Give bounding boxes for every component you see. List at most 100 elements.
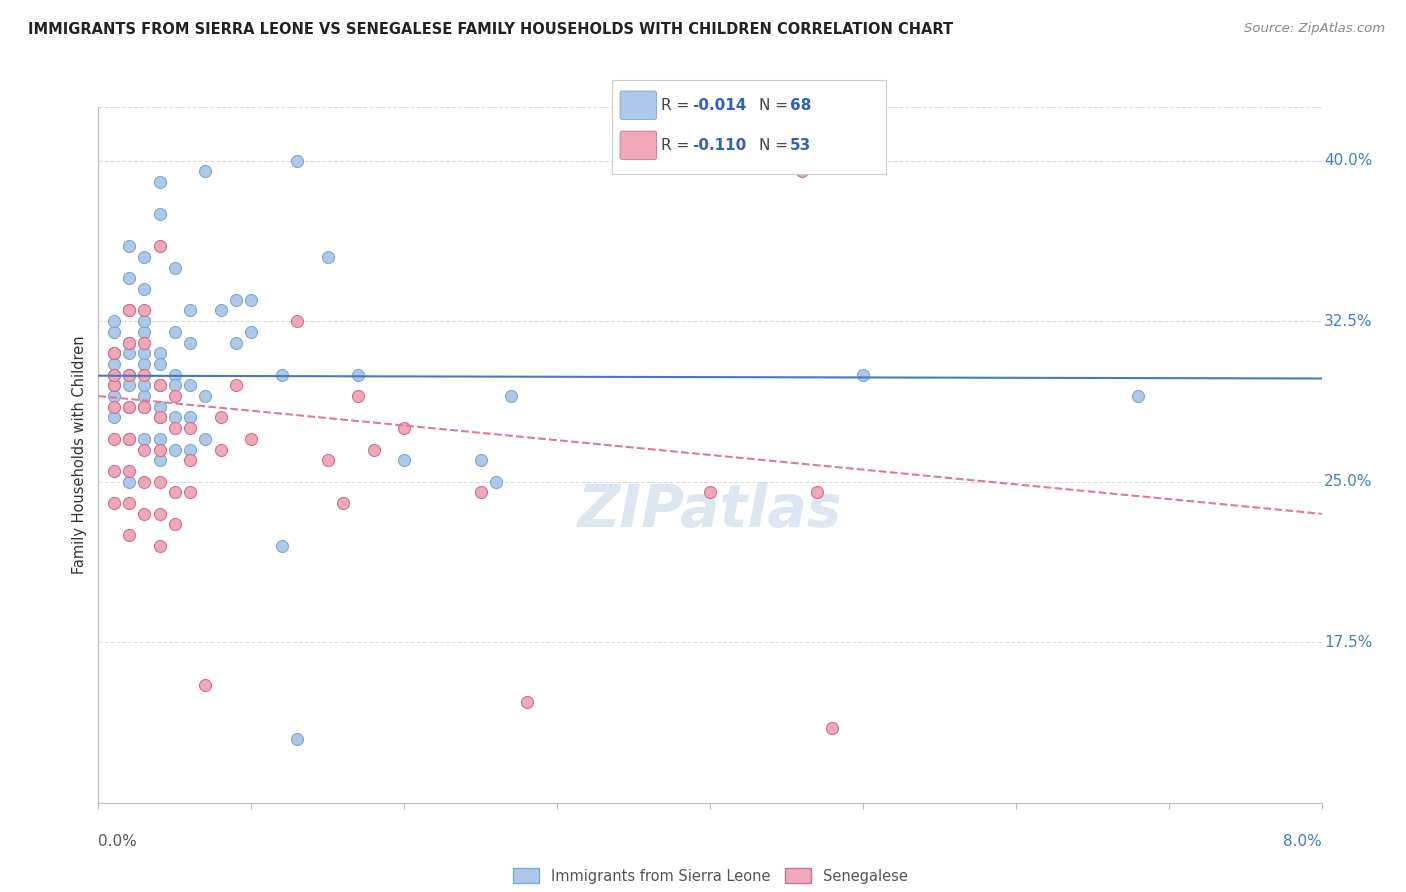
Point: [134, 507, 156, 521]
Point: [285, 153, 308, 168]
Point: [134, 250, 156, 264]
Point: [209, 303, 232, 318]
Point: [118, 400, 141, 414]
Point: [103, 325, 125, 339]
Point: [118, 400, 141, 414]
Text: -0.014: -0.014: [692, 98, 747, 112]
Point: [134, 432, 156, 446]
Point: [163, 410, 186, 425]
Point: [103, 432, 125, 446]
Point: [118, 335, 141, 350]
Point: [134, 475, 156, 489]
Text: 40.0%: 40.0%: [1324, 153, 1372, 168]
Point: [806, 485, 828, 500]
Point: [118, 432, 141, 446]
Point: [103, 464, 125, 478]
Point: [118, 432, 141, 446]
Point: [149, 378, 172, 392]
Point: [485, 475, 508, 489]
Point: [103, 346, 125, 360]
Text: 53: 53: [790, 138, 811, 153]
Point: [103, 496, 125, 510]
Point: [134, 335, 156, 350]
Point: [134, 389, 156, 403]
Point: [118, 528, 141, 542]
Text: N =: N =: [759, 98, 793, 112]
Point: [194, 432, 217, 446]
Point: [149, 207, 172, 221]
Point: [163, 442, 186, 457]
Point: [179, 442, 201, 457]
Legend: Immigrants from Sierra Leone, Senegalese: Immigrants from Sierra Leone, Senegalese: [506, 863, 914, 889]
Text: 0.0%: 0.0%: [98, 834, 138, 849]
Point: [118, 239, 141, 253]
Point: [270, 539, 294, 553]
Point: [118, 303, 141, 318]
Text: IMMIGRANTS FROM SIERRA LEONE VS SENEGALESE FAMILY HOUSEHOLDS WITH CHILDREN CORRE: IMMIGRANTS FROM SIERRA LEONE VS SENEGALE…: [28, 22, 953, 37]
Point: [149, 539, 172, 553]
Point: [163, 260, 186, 275]
Point: [118, 303, 141, 318]
Point: [163, 485, 186, 500]
Text: 68: 68: [790, 98, 811, 112]
Point: [501, 389, 523, 403]
Point: [179, 335, 201, 350]
Point: [852, 368, 875, 382]
Point: [821, 721, 844, 735]
Text: R =: R =: [661, 138, 695, 153]
Point: [118, 475, 141, 489]
Point: [134, 357, 156, 371]
Point: [332, 496, 354, 510]
Point: [149, 400, 172, 414]
Point: [699, 485, 721, 500]
Point: [163, 389, 186, 403]
Point: [134, 325, 156, 339]
Point: [194, 389, 217, 403]
Point: [163, 517, 186, 532]
Point: [347, 368, 370, 382]
Point: [118, 335, 141, 350]
Point: [392, 453, 416, 467]
Point: [103, 368, 125, 382]
Point: [270, 368, 294, 382]
Point: [134, 368, 156, 382]
Point: [316, 453, 339, 467]
Point: [285, 314, 308, 328]
Point: [179, 410, 201, 425]
Y-axis label: Family Households with Children: Family Households with Children: [72, 335, 87, 574]
Text: 8.0%: 8.0%: [1282, 834, 1322, 849]
Point: [103, 389, 125, 403]
Point: [118, 496, 141, 510]
Point: [103, 368, 125, 382]
Point: [149, 410, 172, 425]
Point: [134, 400, 156, 414]
Point: [470, 453, 492, 467]
Text: 25.0%: 25.0%: [1324, 475, 1372, 489]
Point: [134, 314, 156, 328]
Point: [179, 485, 201, 500]
Point: [134, 303, 156, 318]
Point: [149, 410, 172, 425]
Point: [194, 678, 217, 692]
Point: [103, 378, 125, 392]
Point: [240, 432, 263, 446]
Point: [149, 378, 172, 392]
Point: [1128, 389, 1150, 403]
Text: ZIPatlas: ZIPatlas: [578, 482, 842, 539]
Point: [149, 432, 172, 446]
Point: [392, 421, 416, 435]
Point: [209, 442, 232, 457]
Point: [103, 400, 125, 414]
Text: R =: R =: [661, 98, 695, 112]
Point: [103, 378, 125, 392]
Point: [103, 346, 125, 360]
Point: [149, 442, 172, 457]
Point: [134, 282, 156, 296]
Point: [134, 346, 156, 360]
Point: [470, 485, 492, 500]
Point: [179, 421, 201, 435]
Point: [118, 464, 141, 478]
Text: N =: N =: [759, 138, 793, 153]
Point: [163, 378, 186, 392]
Point: [163, 421, 186, 435]
